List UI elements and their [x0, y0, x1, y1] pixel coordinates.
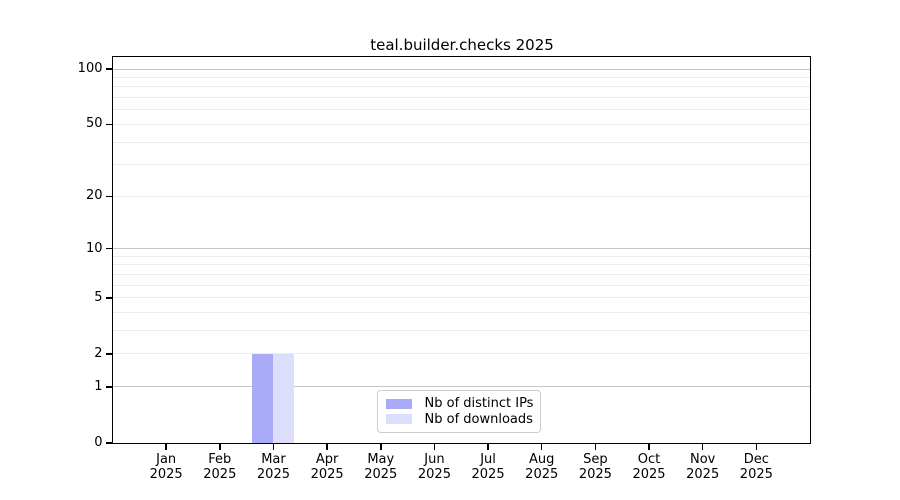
x-tick-label-month: Apr: [315, 452, 339, 467]
x-tick-mark: [648, 443, 650, 450]
y-tick-label: 2: [94, 345, 103, 361]
x-tick-label-year: 2025: [632, 467, 666, 482]
x-tick-label: Oct 2025: [619, 452, 679, 482]
x-tick-mark: [219, 443, 221, 450]
x-tick-label-month: Sep: [583, 452, 608, 467]
x-tick-label: Jun 2025: [404, 452, 464, 482]
x-tick-label-year: 2025: [471, 467, 505, 482]
y-gridline-minor: [112, 97, 810, 99]
y-gridline-minor: [112, 76, 810, 78]
x-tick-label-year: 2025: [256, 467, 290, 482]
y-gridline-minor: [112, 312, 810, 314]
y-tick-label: 20: [85, 188, 103, 204]
x-tick-label: Apr 2025: [297, 452, 357, 482]
x-tick-label-month: Jun: [424, 452, 445, 467]
legend-item-downloads: Nb of downloads: [385, 411, 533, 427]
y-tick-mark: [105, 442, 113, 444]
x-tick-mark: [433, 443, 436, 450]
x-tick-label: Dec 2025: [726, 452, 786, 482]
x-tick-label-month: Aug: [529, 452, 555, 467]
plot-area: Nb of distinct IPs Nb of downloads 0 1 2 5 1…: [78, 56, 811, 482]
chart-title: teal.builder.checks 2025: [370, 36, 554, 54]
y-gridline-major: [112, 386, 810, 388]
y-gridline-minor: [112, 297, 810, 299]
y-gridline-minor: [112, 164, 810, 166]
legend-label-distinct-ips: Nb of distinct IPs: [424, 396, 534, 412]
y-gridline-minor: [112, 284, 810, 286]
x-tick-label-month: Mar: [261, 452, 286, 467]
y-tick-label: 5: [94, 289, 103, 305]
x-tick-mark: [380, 443, 382, 450]
y-gridline-minor: [112, 264, 810, 266]
y-gridline-minor: [112, 273, 810, 275]
x-tick-label: Nov 2025: [673, 452, 733, 482]
x-tick-mark: [755, 443, 758, 450]
y-gridline-major: [112, 248, 810, 250]
y-tick-label: 1: [94, 378, 103, 394]
x-tick-label-year: 2025: [364, 467, 398, 482]
y-tick-mark: [105, 195, 113, 198]
x-tick-mark: [540, 443, 543, 450]
y-tick-label: 100: [77, 61, 103, 76]
x-tick-label-year: 2025: [203, 467, 237, 482]
x-tick-label-year: 2025: [578, 467, 612, 482]
legend-label-downloads: Nb of downloads: [424, 411, 533, 427]
y-tick-label: 10: [85, 240, 103, 256]
y-gridline-major: [112, 68, 810, 70]
x-tick-label: May 2025: [351, 452, 411, 482]
x-tick-label-year: 2025: [739, 467, 773, 482]
x-tick-label-month: Oct: [637, 452, 661, 467]
y-tick-mark: [105, 353, 113, 355]
y-tick-mark: [105, 386, 113, 388]
x-tick-label-month: May: [367, 452, 395, 467]
y-gridline-minor: [112, 330, 810, 332]
x-tick-label: Sep 2025: [565, 452, 625, 482]
legend-swatch-downloads: [385, 414, 412, 425]
x-tick-label-year: 2025: [525, 467, 559, 482]
x-tick-label-month: Dec: [743, 452, 769, 467]
x-tick-mark: [326, 443, 328, 450]
y-tick-label: 50: [85, 116, 103, 132]
x-tick-label: Feb 2025: [190, 452, 250, 482]
x-tick-mark: [594, 443, 597, 450]
x-tick-label-month: Feb: [208, 452, 232, 467]
x-tick-label: Jul 2025: [458, 452, 518, 482]
y-gridline-minor: [112, 195, 810, 197]
y-tick-mark: [105, 297, 113, 299]
x-tick-label-month: Jul: [480, 452, 496, 467]
y-gridline-minor: [112, 141, 810, 143]
x-tick-mark: [487, 443, 489, 450]
y-gridline-minor: [112, 123, 810, 125]
x-tick-label: Jan 2025: [136, 452, 196, 482]
legend-item-distinct-ips: Nb of distinct IPs: [385, 396, 534, 412]
y-tick-label: 0: [94, 435, 103, 450]
x-tick-label-month: Jan: [156, 452, 177, 467]
chart-legend: Nb of distinct IPs Nb of downloads: [376, 390, 541, 433]
y-tick-mark: [105, 123, 113, 126]
x-tick-label-year: 2025: [686, 467, 720, 482]
x-tick-label: Mar 2025: [243, 452, 303, 482]
x-tick-label-year: 2025: [310, 467, 344, 482]
y-tick-mark: [105, 247, 113, 250]
bar-nb-of-downloads-mar: [273, 353, 295, 443]
x-tick-mark: [701, 443, 704, 450]
y-tick-mark: [105, 68, 113, 70]
x-tick-mark: [165, 443, 167, 450]
y-gridline-minor: [112, 255, 810, 257]
y-gridline-minor: [112, 86, 810, 88]
bar-nb-of-distinct-ips-mar: [252, 353, 274, 443]
legend-swatch-distinct-ips: [385, 398, 412, 409]
y-gridline-minor: [112, 353, 810, 355]
x-tick-label-year: 2025: [149, 467, 183, 482]
x-tick-mark: [272, 443, 275, 450]
x-tick-label-year: 2025: [417, 467, 451, 482]
x-tick-label-month: Nov: [690, 452, 716, 467]
y-gridline-minor: [112, 109, 810, 111]
x-tick-label: Aug 2025: [512, 452, 572, 482]
